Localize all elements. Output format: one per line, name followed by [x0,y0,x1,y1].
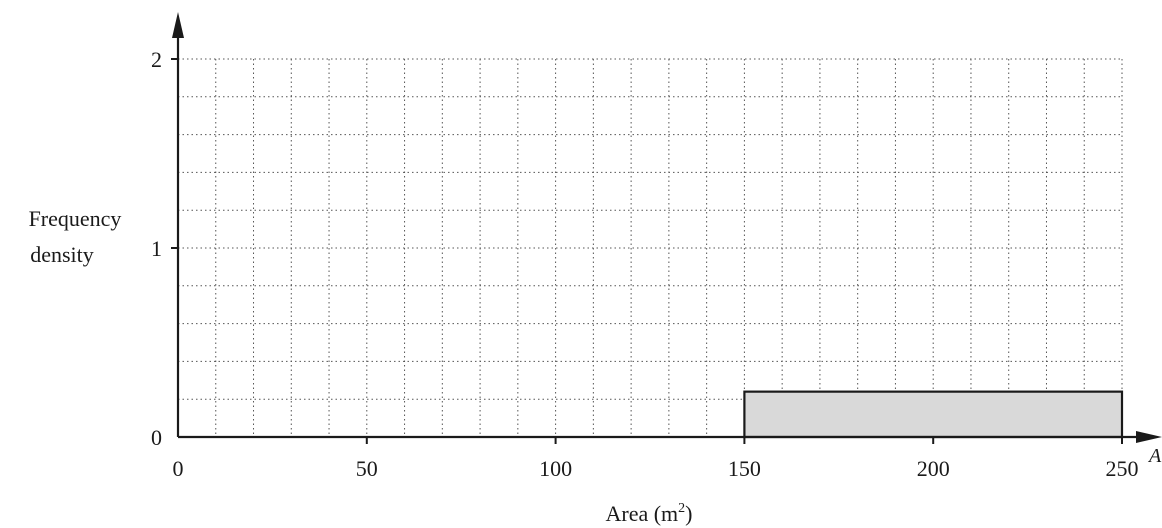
x-axis-arrow-icon [1136,431,1162,443]
y-axis-title-line1: Frequency [29,206,122,231]
y-tick-label: 0 [151,425,162,450]
x-tick-label: 100 [539,456,572,481]
grid-layer [178,58,1123,437]
x-axis-title: Area (m2) [605,501,692,526]
y-tick-label: 1 [151,236,162,261]
bar-layer [743,390,1124,439]
x-tick-label: 0 [173,456,184,481]
x-tick-label: 200 [917,456,950,481]
axis-layer [171,12,1162,444]
y-tick-label: 2 [151,47,162,72]
y-axis-arrow-icon [172,12,184,38]
y-axis-title-line2: density [30,242,94,267]
x-tick-label: 250 [1106,456,1139,481]
histogram-bar-0 [744,391,1122,437]
tick-label-layer: 0 50 100 150 200 250 0 1 2 [151,47,1139,481]
x-tick-label: 150 [728,456,761,481]
x-tick-label: 50 [356,456,378,481]
x-axis-end-label: A [1147,445,1162,467]
